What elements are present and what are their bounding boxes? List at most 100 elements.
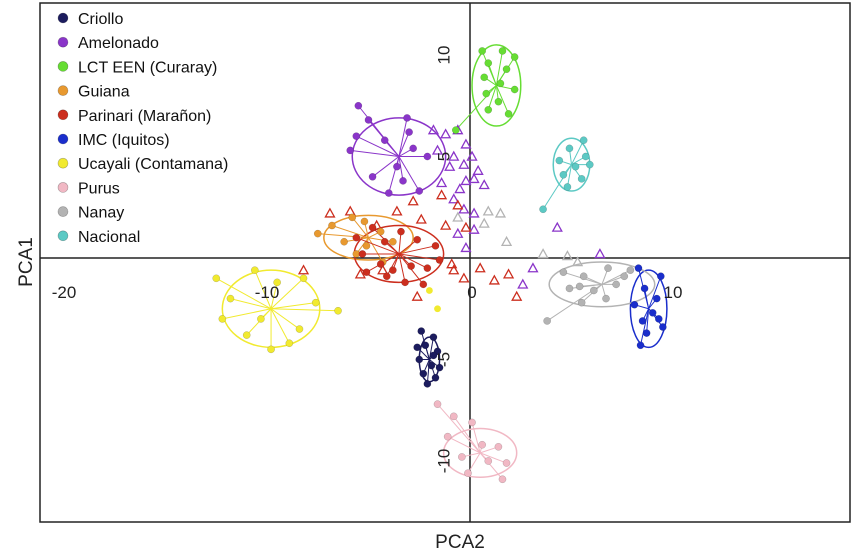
data-point	[368, 223, 377, 232]
spoke-line	[571, 140, 585, 165]
data-point	[429, 351, 438, 360]
triangle-marker	[446, 258, 458, 269]
ellipse-guiana	[323, 214, 414, 261]
spoke-line	[479, 452, 503, 480]
data-point	[555, 156, 564, 165]
triangle-marker	[460, 242, 472, 253]
spoke-line	[398, 156, 404, 181]
triangle-marker	[511, 290, 523, 301]
data-point	[433, 400, 442, 409]
spoke-line	[356, 237, 400, 255]
data-point	[346, 146, 355, 155]
data-point	[577, 174, 586, 183]
legend-marker	[57, 85, 69, 96]
data-point	[429, 333, 438, 342]
data-point	[435, 363, 444, 372]
spoke-line	[495, 85, 510, 115]
data-point	[484, 457, 493, 465]
data-point	[510, 85, 519, 94]
data-point	[368, 172, 377, 181]
spoke-line	[471, 422, 481, 454]
data-point	[362, 268, 371, 277]
data-point	[443, 432, 452, 441]
legend: Criollo Amelonado LCT EEN (Curaray) Guiana P…	[57, 11, 228, 246]
data-point	[478, 47, 487, 55]
spoke-line	[542, 164, 572, 210]
spoke-line	[447, 436, 481, 454]
legend-item: Nanay	[57, 205, 124, 222]
data-point	[464, 469, 472, 478]
data-point	[423, 152, 432, 161]
data-point	[358, 250, 367, 258]
axes-lines	[40, 3, 850, 522]
triangle-marker	[460, 138, 472, 149]
ellipse-purus	[442, 427, 518, 478]
y-tick-label: -5	[435, 352, 454, 367]
data-point	[577, 298, 586, 307]
triangle-marker	[431, 144, 444, 155]
data-point	[417, 327, 426, 335]
data-point	[299, 274, 308, 283]
data-point	[640, 284, 649, 293]
data-point	[539, 205, 547, 214]
triangle-marker	[594, 248, 606, 259]
triangle-marker	[452, 211, 464, 222]
spoke-line	[270, 277, 304, 310]
legend-item: Ucayali (Contamana)	[57, 156, 228, 173]
data-point	[498, 475, 507, 484]
data-point	[421, 341, 430, 350]
data-point	[393, 162, 401, 171]
data-point	[656, 272, 665, 281]
data-point	[626, 266, 635, 275]
spoke-line	[351, 217, 369, 239]
data-point	[405, 128, 413, 136]
spoke-line	[317, 233, 369, 239]
data-point	[449, 412, 458, 421]
triangle-marker	[500, 235, 513, 247]
triangle-marker	[472, 164, 484, 175]
data-point	[257, 315, 265, 323]
spoke-line	[398, 239, 418, 255]
x-tick-label: -10	[255, 283, 280, 302]
data-point	[413, 343, 422, 352]
triangle-marker	[435, 189, 448, 200]
data-point	[589, 286, 598, 295]
y-tick-labels: 10 5 -5 -10	[435, 46, 454, 474]
data-point	[311, 298, 320, 307]
data-point	[543, 317, 551, 325]
data-point	[636, 341, 645, 350]
spoke-line	[398, 253, 440, 261]
spoke-line	[487, 62, 497, 86]
data-point	[380, 237, 389, 246]
legend-marker	[57, 133, 69, 145]
data-point	[380, 136, 389, 145]
data-point	[360, 217, 369, 226]
data-point	[602, 294, 610, 303]
spoke-line	[270, 308, 290, 344]
data-point	[382, 272, 391, 281]
data-point	[295, 325, 304, 333]
data-point	[638, 317, 647, 325]
spoke-line	[222, 308, 272, 320]
data-point	[571, 162, 580, 171]
legend-item: LCT EEN (Curaray)	[57, 59, 217, 76]
triangle-marker	[482, 205, 494, 216]
spoke-line	[368, 237, 393, 243]
data-point	[413, 235, 422, 244]
legend-label: Ucayali (Contamana)	[78, 156, 228, 173]
triangle-marker	[391, 205, 403, 216]
triangle-marker	[440, 219, 452, 230]
triangle-marker	[561, 250, 574, 261]
triangle-marker	[448, 264, 460, 275]
data-point	[434, 305, 441, 313]
data-point	[242, 331, 251, 339]
spoke-line	[372, 156, 400, 178]
ellipse-amelonado	[351, 117, 447, 196]
spoke-line	[271, 308, 339, 312]
triangle-marker	[377, 264, 389, 275]
triangle-marker	[537, 248, 549, 259]
triangle-marker	[551, 221, 563, 232]
data-point	[340, 237, 348, 246]
data-point	[389, 237, 397, 246]
triangle-marker	[460, 221, 472, 232]
